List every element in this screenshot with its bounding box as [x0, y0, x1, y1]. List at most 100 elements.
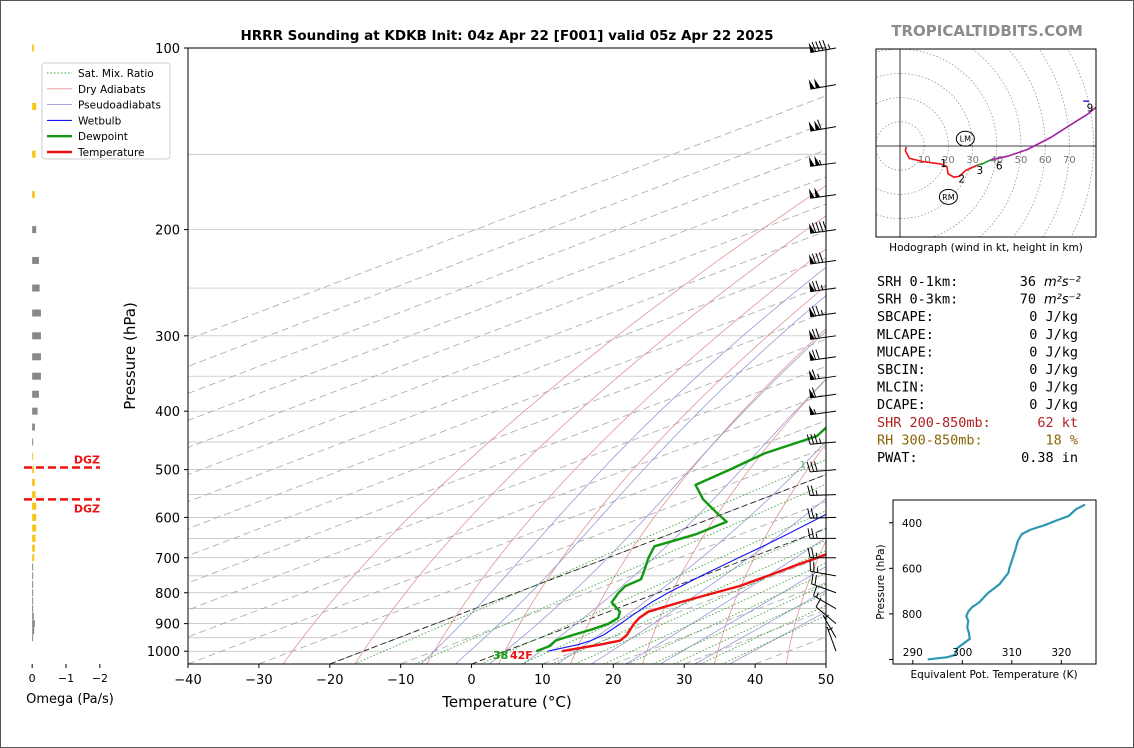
param-value: 0 J/kg [1029, 309, 1078, 325]
wind-barb-flag [808, 223, 815, 234]
thetae-frame [892, 499, 1097, 665]
wind-barb-half [815, 533, 818, 539]
wind-barb-flag [814, 187, 821, 198]
mixing-ratio-label: 1 [800, 461, 805, 471]
param-key: SBCIN: [877, 362, 926, 378]
thetae-x-tick-label: 320 [1051, 647, 1071, 659]
wind-barb-full [807, 547, 811, 558]
wind-barb-full [811, 387, 817, 398]
dry-adiabat [570, 327, 826, 664]
param-value: 0 J/kg [1029, 362, 1078, 378]
omega-bars [32, 44, 41, 642]
wind-barb-flag [808, 306, 815, 317]
pseudo-adiabat [454, 295, 826, 664]
isotherm-line [258, 447, 826, 664]
wind-barb-full [811, 222, 817, 233]
storm-motion-label: RM [942, 193, 955, 202]
wind-barb-staff [810, 469, 837, 473]
wind-barb-staff [810, 441, 837, 445]
mixing-ratio-line [700, 604, 826, 664]
hodograph-height-label: 9 [1087, 102, 1094, 114]
wind-barb-full [813, 585, 818, 596]
dgz-markers: DGZ DGZ [24, 454, 100, 515]
isotherm-line [825, 663, 826, 664]
thetae-y-tick-label: 600 [902, 563, 922, 575]
wind-barb-full [815, 349, 820, 360]
param-value: 0 J/kg [1029, 327, 1078, 343]
wind-barb-full [815, 222, 820, 233]
legend-entry: Temperature [77, 147, 145, 159]
params-table: SRH 0-1km: 36 m²s⁻² SRH 0-3km: 70 m²s⁻² SBCAPE… [877, 274, 1081, 466]
param-key: SRH 0-1km: [877, 274, 958, 290]
hodograph-panel: 10 20 30 40 50 60 70 123 6 9 LM RM Hodograph (wind… [875, 48, 1097, 254]
param-value: 0 J/kg [1029, 380, 1078, 396]
thetae-line [927, 503, 1086, 661]
hodograph-ring-label: 30 [966, 155, 979, 166]
omega-bar [32, 612, 34, 620]
wind-barb-full [810, 434, 815, 445]
wind-barb-full [811, 547, 815, 558]
wind-barb-flag [808, 79, 815, 90]
storm-motion-marker [938, 188, 958, 205]
omega-bar [32, 226, 37, 234]
wind-barb-flag [808, 281, 815, 292]
omega-bar [32, 554, 35, 562]
skewt-x-tick-label: 30 [676, 673, 693, 688]
dry-adiabat [498, 285, 826, 664]
wind-barb-staff [822, 615, 837, 639]
watermark: TROPICALTIDBITS.COM [891, 22, 1083, 40]
omega-bar [32, 597, 34, 605]
omega-bar [32, 513, 37, 521]
hodograph-title: Hodograph (wind in kt, height in km) [889, 242, 1083, 254]
chart-title: HRRR Sounding at KDKB Init: 04z Apr 22 [… [240, 28, 773, 44]
wind-barb-flag [808, 387, 815, 398]
omega-bar [32, 534, 36, 542]
isotherm-line [188, 284, 826, 530]
hodograph-ring-label: 50 [1015, 155, 1028, 166]
omega-bar [32, 544, 35, 552]
omega-bar [32, 466, 34, 474]
thetae-y-tick-label: 800 [902, 609, 922, 621]
skewt-y-tick-label: 700 [155, 552, 180, 567]
wind-barb-full [815, 328, 820, 339]
surface-dewpoint-label: 38 [493, 649, 508, 662]
legend-entry: Dry Adiabats [78, 84, 146, 96]
skewt-y-tick-label: 800 [155, 587, 180, 602]
isotherm-line [188, 338, 826, 584]
param-key: SHR 200-850mb: [877, 415, 991, 431]
wind-barb-full [815, 597, 822, 608]
dry-adiabat [785, 540, 826, 664]
dry-adiabat [354, 215, 826, 664]
skewt-y-tick-label: 300 [155, 330, 180, 345]
omega-bar [32, 580, 34, 588]
mixing-ratio-line [722, 614, 826, 664]
omega-bar [32, 478, 35, 486]
thetae-profile [927, 503, 1086, 661]
skewt-x-tick-label: 10 [534, 673, 551, 688]
skewt-xlabel: Temperature (°C) [441, 693, 571, 711]
omega-bar [32, 102, 37, 110]
pseudo-adiabat [591, 498, 826, 664]
minus20-isotherm-line [329, 474, 826, 664]
omega-bar [32, 452, 34, 460]
omega-bar [32, 44, 34, 52]
dry-adiabat [426, 248, 826, 664]
thetae-x-tick-label: 290 [903, 647, 923, 659]
omega-axis: 0 −1 −2 [29, 664, 108, 685]
omega-bar [32, 390, 39, 398]
omega-bar [32, 572, 34, 580]
isotherm-line [542, 555, 826, 664]
mixing-ratio-line [480, 510, 826, 664]
skewt-x-tick-label: 50 [818, 673, 835, 688]
wind-barb-staff [815, 606, 837, 624]
isotherm-line [188, 393, 826, 638]
param-key: MUCAPE: [877, 344, 934, 360]
param-value: 0 J/kg [1029, 397, 1078, 413]
skewt-y-tick-label: 500 [155, 464, 180, 479]
storm-motion-label: LM [960, 135, 971, 144]
omega-xlabel: Omega (Pa/s) [26, 692, 114, 707]
skewt-x-tick-label: 20 [605, 673, 622, 688]
wind-barb-half [818, 159, 822, 166]
mixing-ratio-line [521, 527, 826, 664]
wind-barb-staff [810, 47, 837, 54]
